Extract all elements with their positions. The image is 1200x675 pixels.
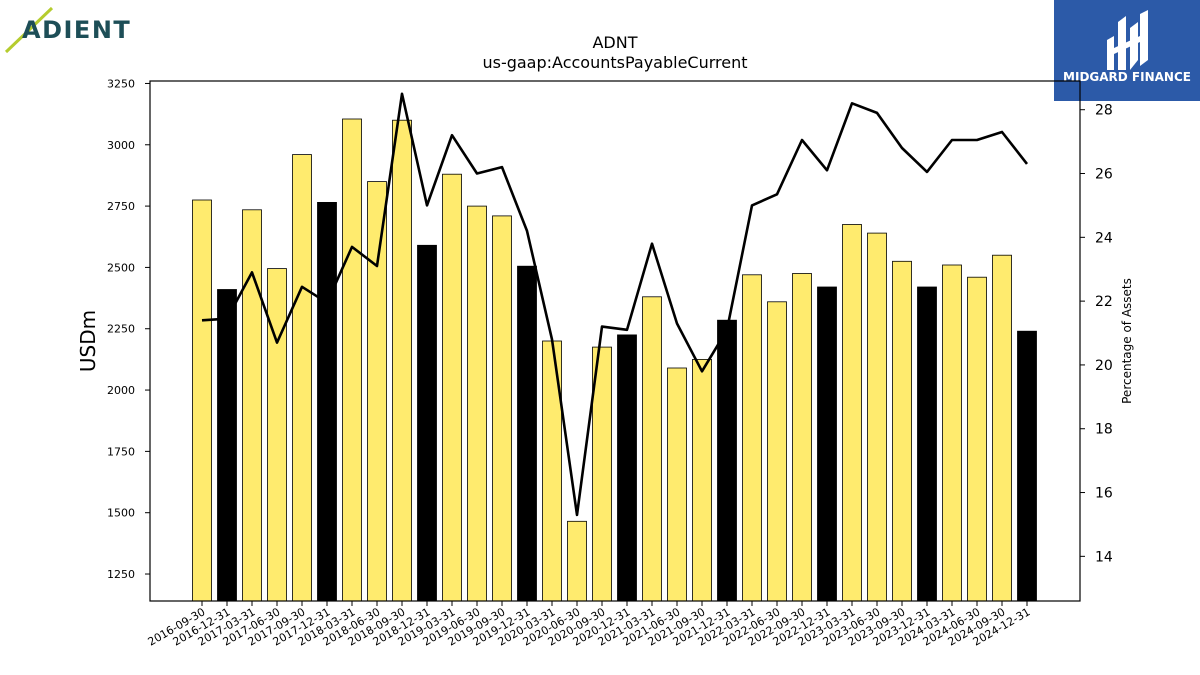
bar-2021-06-30 <box>667 367 687 602</box>
bars-layer <box>192 118 1037 602</box>
bar-2016-09-30 <box>192 199 212 602</box>
y-axis-right: 14 16 18 20 22 24 26 28 <box>1080 103 1113 565</box>
y2-tick-label-28: 28 <box>1095 103 1113 119</box>
bar-2019-03-31 <box>442 173 462 602</box>
company-logo-text: ADIENT <box>22 16 131 44</box>
bar-2021-03-31 <box>642 296 662 602</box>
bar-2017-12-31 <box>317 201 337 602</box>
y-tick-label-2750: 2750 <box>107 200 135 213</box>
bar-2018-06-30 <box>367 181 387 602</box>
y-axis-label: USDm <box>76 310 100 372</box>
bar-2018-03-31 <box>342 118 362 602</box>
bar-2023-03-31 <box>842 224 862 602</box>
company-logo: ADIENT <box>4 6 131 54</box>
bar-2017-03-31 <box>242 209 262 602</box>
plot-frame <box>149 80 1081 602</box>
y-axis-left: 1250 1500 1750 2000 2250 2500 2750 3000 3250 <box>107 77 150 581</box>
bar-2023-12-31 <box>917 286 937 602</box>
y2-tick-label-14: 14 <box>1095 549 1113 565</box>
bar-2024-09-30 <box>992 254 1012 602</box>
bar-2019-09-30 <box>492 215 512 602</box>
y2-tick-label-16: 16 <box>1095 486 1113 502</box>
bar-2017-06-30 <box>267 268 287 602</box>
y-tick-label-1750: 1750 <box>107 445 135 458</box>
publisher-logo-background <box>1054 0 1200 101</box>
logo-swoosh-icon <box>4 6 54 54</box>
chart-subtitle: us-gaap:AccountsPayableCurrent <box>482 53 747 72</box>
y-tick-label-2250: 2250 <box>107 323 135 336</box>
bar-2021-12-31 <box>717 319 737 602</box>
y2-tick-label-18: 18 <box>1095 422 1113 438</box>
bar-2021-09-30 <box>692 358 712 602</box>
bar-2019-12-31 <box>517 265 537 602</box>
percentage-of-assets-line <box>201 92 1029 517</box>
y2-tick-label-22: 22 <box>1095 294 1113 310</box>
bar-2024-12-31 <box>1017 330 1037 602</box>
bar-2020-12-31 <box>617 334 637 602</box>
bar-2023-06-30 <box>867 232 887 602</box>
line-layer <box>201 92 1029 517</box>
y-tick-label-1500: 1500 <box>107 507 135 520</box>
bar-2022-12-31 <box>817 286 837 602</box>
x-axis: 2016-09-302016-12-312017-03-312017-06-30… <box>146 601 1033 649</box>
bar-2017-09-30 <box>292 154 312 602</box>
y-tick-label-3000: 3000 <box>107 139 135 152</box>
bar-2019-06-30 <box>467 205 487 602</box>
y-tick-label-2000: 2000 <box>107 384 135 397</box>
y2-tick-label-20: 20 <box>1095 358 1113 374</box>
publisher-mark-icon <box>1107 10 1148 70</box>
bar-2022-06-30 <box>767 301 787 602</box>
bar-2018-09-30 <box>392 119 412 602</box>
bar-2018-12-31 <box>417 244 437 602</box>
bar-2024-06-30 <box>967 276 987 602</box>
bar-2016-12-31 <box>217 289 237 602</box>
y2-axis-label: Percentage of Assets <box>1120 278 1134 404</box>
y-tick-label-3250: 3250 <box>107 77 135 90</box>
y2-tick-label-26: 26 <box>1095 167 1113 183</box>
publisher-logo: MIDGARD FINANCE <box>1054 0 1200 101</box>
chart-title: ADNT <box>592 33 637 52</box>
bar-2020-06-30 <box>567 520 587 602</box>
bar-2024-03-31 <box>942 264 962 602</box>
bar-2022-03-31 <box>742 274 762 602</box>
y-tick-label-1250: 1250 <box>107 568 135 581</box>
publisher-logo-text: MIDGARD FINANCE <box>1063 70 1191 84</box>
bar-2023-09-30 <box>892 260 912 602</box>
y-tick-label-2500: 2500 <box>107 261 135 274</box>
bar-2022-09-30 <box>792 273 812 602</box>
y2-tick-label-24: 24 <box>1095 230 1113 246</box>
